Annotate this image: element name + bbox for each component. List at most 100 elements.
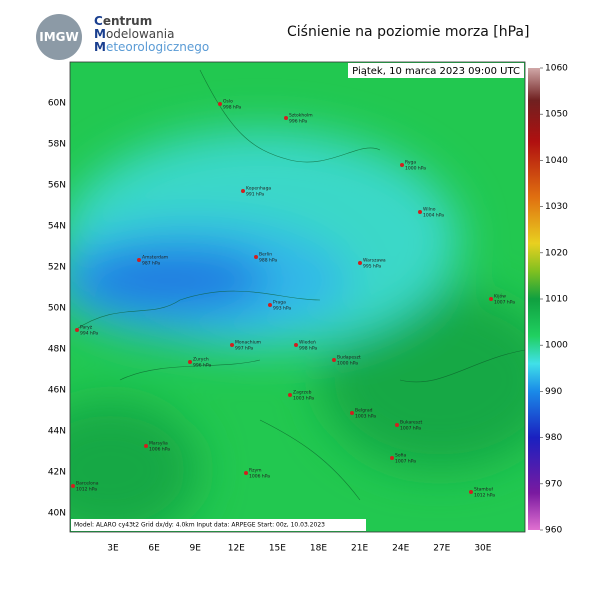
city-name: Sztokholm: [289, 113, 313, 119]
city-name: Kopenhaga: [246, 186, 271, 192]
lat-label: 56N: [48, 181, 66, 191]
lon-label: 18E: [310, 544, 327, 554]
city-name: Berlin: [259, 252, 272, 258]
city-pressure: 1012 hPa: [76, 487, 97, 493]
city-marker: [188, 360, 192, 364]
city-pressure: 1003 hPa: [355, 414, 376, 420]
city-marker: [244, 471, 248, 475]
lon-label: 30E: [474, 544, 491, 554]
lon-label: 3E: [107, 544, 119, 554]
city-name: Amsterdam: [142, 255, 168, 261]
city-name: Monachium: [235, 340, 261, 346]
city-pressure: 1003 hPa: [293, 396, 314, 402]
lat-label: 44N: [48, 427, 66, 437]
city-marker: [241, 189, 245, 193]
colorbar-label: 1020: [545, 248, 568, 258]
city-name: Praga: [273, 300, 286, 306]
lat-label: 54N: [48, 222, 66, 232]
city-pressure: 1007 hPa: [395, 459, 416, 465]
colorbar-label: 1050: [545, 110, 568, 120]
city-marker: [218, 102, 222, 106]
city-marker: [469, 490, 473, 494]
city-name: Sofia: [395, 453, 406, 459]
org-line: Meteorologicznego: [94, 40, 210, 54]
logo: IMGW: [36, 14, 82, 60]
city-name: Zagrzeb: [293, 390, 312, 396]
city-name: Ryga: [405, 160, 416, 166]
city-pressure: 1000 hPa: [337, 361, 358, 367]
city-pressure: 1004 hPa: [423, 213, 444, 219]
city-pressure: 991 hPa: [246, 192, 264, 198]
city-pressure: 994 hPa: [80, 331, 98, 337]
city-name: Wiedeń: [299, 339, 316, 346]
city-pressure: 995 hPa: [363, 264, 381, 270]
city-pressure: 1007 hPa: [400, 426, 421, 432]
lon-label: 12E: [228, 544, 245, 554]
colorbar-label: 990: [545, 387, 562, 397]
timestamp: Piątek, 10 marca 2023 09:00 UTC: [352, 66, 520, 77]
city-pressure: 993 hPa: [273, 306, 291, 312]
city-marker: [489, 297, 493, 301]
city-marker: [137, 258, 141, 262]
colorbar-label: 1030: [545, 202, 568, 212]
lat-label: 42N: [48, 468, 66, 478]
city-marker: [350, 411, 354, 415]
lat-label: 58N: [48, 140, 66, 150]
city-marker: [400, 163, 404, 167]
city-pressure: 987 hPa: [142, 261, 160, 267]
city-pressure: 1012 hPa: [474, 493, 495, 499]
city-marker: [71, 484, 75, 488]
city-marker: [268, 303, 272, 307]
city-name: Paryż: [80, 325, 93, 331]
city-name: Bukareszt: [400, 420, 422, 426]
city-name: Wilno: [423, 207, 436, 213]
city-marker: [230, 343, 234, 347]
city-marker: [75, 328, 79, 332]
map-field: [70, 62, 525, 532]
org-line: Modelowania: [94, 27, 175, 41]
city-marker: [390, 456, 394, 460]
footer: Model: ALARO cy43t2 Grid dx/dy: 4.0km In…: [74, 522, 325, 529]
colorbar-label: 1000: [545, 341, 568, 351]
title: Ciśnienie na poziomie morza [hPa]: [287, 24, 530, 40]
colorbar-label: 980: [545, 433, 562, 443]
city-marker: [294, 343, 298, 347]
colorbar-label: 1010: [545, 295, 568, 305]
city-name: Rzym: [249, 468, 262, 474]
city-pressure: 998 hPa: [223, 105, 241, 111]
city-marker: [254, 255, 258, 259]
city-pressure: 1006 hPa: [149, 447, 170, 453]
org-line: Centrum: [94, 14, 153, 28]
colorbar-label: 1060: [545, 64, 568, 74]
city-pressure: 997 hPa: [235, 346, 253, 352]
city-pressure: 1006 hPa: [249, 474, 270, 480]
city-marker: [288, 393, 292, 397]
lon-label: 9E: [189, 544, 201, 554]
city-pressure: 996 hPa: [193, 363, 211, 369]
city-name: Budapeszt: [337, 355, 361, 361]
city-name: Marsylia: [149, 441, 168, 447]
city-name: Stambuł: [474, 487, 493, 493]
org-name: Centrum Modelowania Meteorologicznego: [94, 15, 209, 54]
lon-label: 6E: [148, 544, 160, 554]
lat-label: 52N: [48, 263, 66, 273]
lon-label: 24E: [392, 544, 409, 554]
city-marker: [358, 261, 362, 265]
lat-label: 46N: [48, 386, 66, 396]
lat-label: 50N: [48, 304, 66, 314]
city-marker: [395, 423, 399, 427]
city-pressure: 998 hPa: [299, 346, 317, 352]
city-name: Belgrad: [355, 408, 373, 414]
city-name: Oslo: [223, 99, 233, 105]
colorbar-label: 960: [545, 526, 562, 536]
city-marker: [332, 358, 336, 362]
lat-label: 60N: [48, 99, 66, 109]
lat-label: 40N: [48, 509, 66, 519]
colorbar-label: 1040: [545, 156, 568, 166]
lon-label: 27E: [433, 544, 450, 554]
lat-label: 48N: [48, 345, 66, 355]
colorbar-label: 970: [545, 479, 562, 489]
city-marker: [418, 210, 422, 214]
